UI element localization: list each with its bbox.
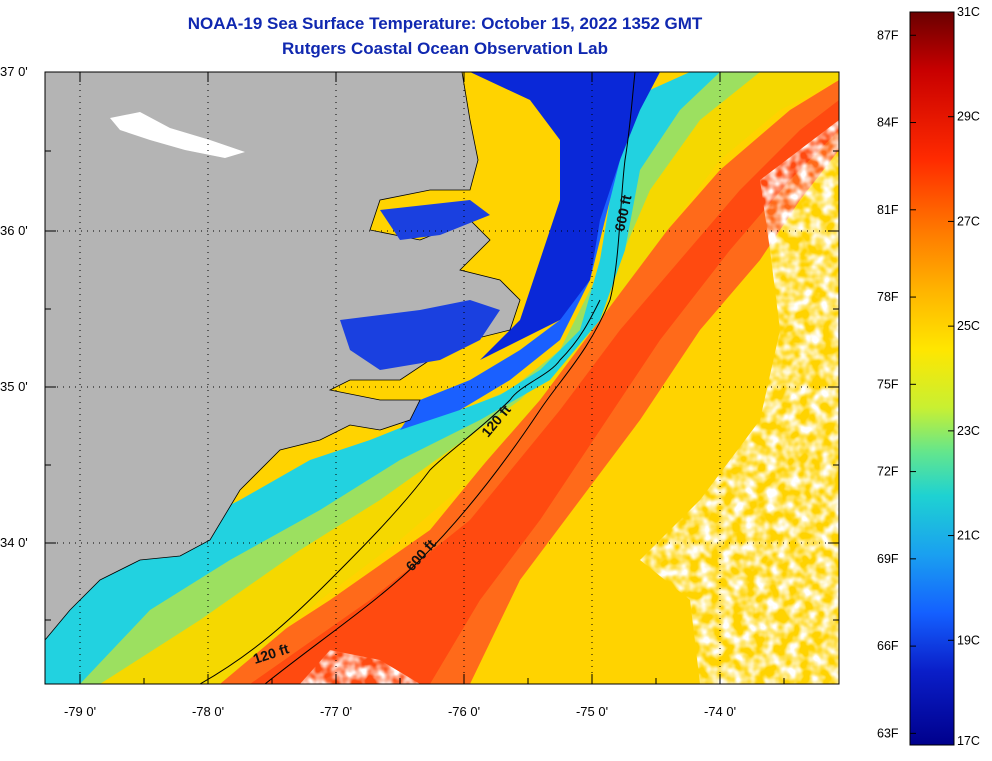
lon-label-74: -74 0' xyxy=(704,704,736,719)
map-frame xyxy=(44,71,840,685)
graticule xyxy=(45,72,839,684)
lat-label-36: 36 0' xyxy=(0,223,28,238)
lon-label-77: -77 0' xyxy=(320,704,352,719)
contour-120ft xyxy=(199,299,601,684)
inland-sound xyxy=(380,200,490,240)
lon-label-78: -78 0' xyxy=(192,704,224,719)
lon-label-79: -79 0' xyxy=(64,704,96,719)
title-line-2: Rutgers Coastal Ocean Observation Lab xyxy=(282,39,608,58)
title-line-1: NOAA-19 Sea Surface Temperature: October… xyxy=(187,14,703,33)
colorbar-celsius-label: 31C xyxy=(957,5,980,19)
lat-label-34: 34 0' xyxy=(0,535,28,550)
lon-label-76: -76 0' xyxy=(448,704,480,719)
shelf-water-yellow xyxy=(45,72,839,684)
sst-map: 37 0' 36 0' 35 0' 34 0' -79 0' -78 0' -7… xyxy=(0,64,840,719)
colorbar-celsius-label: 19C xyxy=(957,633,980,647)
gulf-stream-core xyxy=(250,100,839,684)
inland-sound-south xyxy=(340,300,500,370)
contour-600ft xyxy=(264,72,636,684)
gulf-stream xyxy=(200,80,839,684)
colorbar-celsius-label: 17C xyxy=(957,734,980,748)
lat-label-37: 37 0' xyxy=(0,64,28,79)
northern-cold-water xyxy=(470,72,660,360)
color-bar xyxy=(909,11,955,746)
contour-label-north-600: 600 ft xyxy=(611,193,634,232)
inland-lake xyxy=(110,112,245,158)
lat-label-35: 35 0' xyxy=(0,379,28,394)
color-bar-ticks xyxy=(910,11,954,746)
lon-label-75: -75 0' xyxy=(576,704,608,719)
colorbar-celsius-label: 25C xyxy=(957,319,980,333)
colorbar-celsius-label: 23C xyxy=(957,424,980,438)
tick-marks xyxy=(45,71,839,684)
colorbar-celsius-label: 21C xyxy=(957,529,980,543)
colorbar-celsius-label: 27C xyxy=(957,214,980,228)
colorbar-celsius-label: 29C xyxy=(957,110,980,124)
